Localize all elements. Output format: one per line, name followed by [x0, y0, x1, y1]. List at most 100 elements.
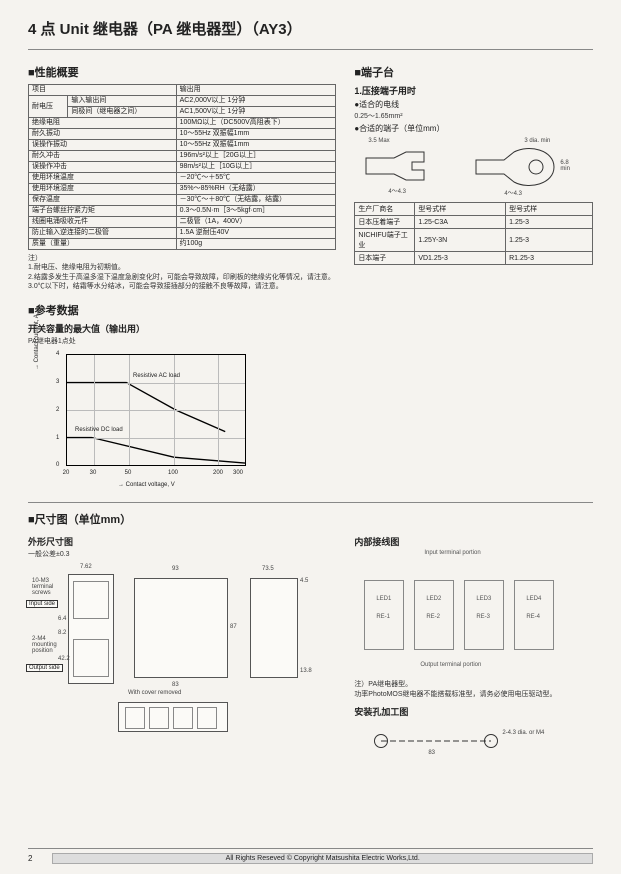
spec-overview-heading: ■性能概要 — [28, 64, 336, 80]
note-line: 1.耐电压、绝缘电阻为初期值。 — [28, 263, 336, 272]
divider — [28, 502, 593, 503]
dim-left: 外形尺寸图 一般公差±0.3 Input side Output side 7.… — [28, 531, 336, 762]
row-value: 98m/s²以上［10G以上］ — [176, 162, 336, 173]
front-body — [68, 574, 114, 684]
row-value: －30℃～＋80℃（无结露，结露） — [176, 195, 336, 206]
annot-dc: Resistive DC load — [75, 427, 123, 433]
side-view: 73.5 4.5 13.8 — [244, 564, 314, 694]
divider — [28, 49, 593, 50]
crimp-sub: 1.压接端子用时 — [354, 84, 593, 97]
row-value: AC1,500V以上 1分钟 — [176, 107, 336, 118]
row-label: 保存温度 — [29, 195, 177, 206]
row-label: 耐电压 — [29, 96, 68, 118]
ytick: 0 — [56, 462, 59, 468]
ring-gap: 4～4.3 — [504, 188, 522, 197]
ring-dia: 3 dia. min — [524, 138, 550, 144]
ytick: 2 — [56, 407, 59, 413]
outline-title: 外形尺寸图 — [28, 535, 336, 548]
term-cell: NICHIFU端子工业 — [355, 229, 415, 252]
front-view: Input side Output side 7.62 6.4 8.2 42.2… — [28, 564, 118, 694]
term-h: 型号式样 — [506, 203, 593, 216]
row-value: 196m/s²以上［20G以上］ — [176, 151, 336, 162]
right-column: ■端子台 1.压接端子用时 ●适合的电线 0.25～1.65mm² ●合适的端子… — [354, 58, 593, 292]
row-value: 100MΩ以上（DC500V高阻表下） — [176, 118, 336, 129]
wiring-title: 内部接线图 — [354, 535, 593, 548]
re3: RE-3 — [476, 614, 490, 620]
chart-xlabel: → Contact voltage, V — [118, 482, 175, 488]
side-body — [250, 578, 298, 678]
page: 4 点 Unit 继电器（PA 继电器型）（AY3） ■性能概要 项目 输出用 … — [0, 0, 621, 874]
dim-columns: 外形尺寸图 一般公差±0.3 Input side Output side 7.… — [28, 531, 593, 762]
footer: 2 All Rights Reseved © Copyright Matsush… — [28, 848, 593, 864]
row-label: 耐久振动 — [29, 129, 177, 140]
term-h: 生产厂商名 — [355, 203, 415, 216]
output-portion: Output terminal portion — [420, 662, 481, 668]
terminal-heading: ■端子台 — [354, 64, 593, 80]
chart-ylabel: → Contact current, A — [34, 314, 40, 370]
note-line: 2.结露多发生于高温多湿下温度急剧变化时，可能会导致故障，印刷板的绝缘劣化等情况… — [28, 273, 336, 282]
row-value: 10～55Hz 双振幅1mm — [176, 129, 336, 140]
term-cell: 日本端子 — [355, 252, 415, 265]
wiring-note: 注）PA继电器型。 功率PhotoMOS继电器不能搭载标准型，请务必使用电压驱动… — [354, 680, 593, 699]
input-portion: Input terminal portion — [424, 550, 480, 556]
outline-drawings: Input side Output side 7.62 6.4 8.2 42.2… — [28, 564, 336, 694]
m4-label: 2-M4 mounting position — [32, 636, 66, 654]
mounting-hole-diagram: 83 2-4.3 dia. or M4 — [354, 722, 554, 762]
row-value: 35%～85%RH（无结露） — [176, 184, 336, 195]
row-value: 10～55Hz 双振幅1mm — [176, 140, 336, 151]
row-label: 质量（重量） — [29, 239, 177, 250]
ref-data-subtitle: PA继电器1点处 — [28, 337, 593, 346]
dim-d: 73.5 — [262, 566, 274, 572]
term-cell: VD1.25-3 — [415, 252, 506, 265]
row-label: 使用环境湿度 — [29, 184, 177, 195]
cover-removed-view: With cover removed — [98, 698, 258, 754]
ytick: 3 — [56, 379, 59, 385]
dim-h: 42.2 — [58, 656, 70, 662]
row-label: 防止输入逆连接的二极管 — [29, 228, 177, 239]
xtick: 20 — [63, 470, 70, 476]
spec-header-output: 输出用 — [176, 85, 336, 96]
annot-ac: Resistive AC load — [133, 373, 180, 379]
row-value: 二极管（1A，400V） — [176, 217, 336, 228]
mount-title: 安装孔加工图 — [354, 705, 593, 718]
wire-size: 0.25～1.65mm² — [354, 112, 593, 121]
row-sublabel: 同极间（继电器之间） — [68, 107, 176, 118]
term-cell: R1.25-3 — [506, 252, 593, 265]
xtick: 300 — [233, 470, 243, 476]
dim-w: 7.62 — [80, 564, 92, 570]
term-cell: 1.25Y-3N — [415, 229, 506, 252]
ring-w: 6.8 min — [560, 160, 574, 172]
term-h: 型号式样 — [415, 203, 506, 216]
row-value: 0.3～0.5N·m［3～5kgf·cm］ — [176, 206, 336, 217]
dim-row: 6.4 — [58, 616, 66, 622]
page-title: 4 点 Unit 继电器（PA 继电器型）（AY3） — [28, 18, 593, 39]
row-value: －20℃～＋55℃ — [176, 173, 336, 184]
switching-capacity-chart: → Contact current, A 4 3 2 1 0 Resistive… — [28, 350, 258, 490]
ref-data-heading: ■参考数据 — [28, 302, 593, 318]
xtick: 200 — [213, 470, 223, 476]
spec-table: 项目 输出用 耐电压输入输出间AC2,000V以上 1分钟 同极间（继电器之间）… — [28, 84, 336, 250]
row-label: 线圈电涌吸收元件 — [29, 217, 177, 228]
left-column: ■性能概要 项目 输出用 耐电压输入输出间AC2,000V以上 1分钟 同极间（… — [28, 58, 336, 292]
term-cell: 1.25-3 — [506, 216, 593, 229]
row-label: 耐久冲击 — [29, 151, 177, 162]
dim-heading: ■尺寸图（单位mm） — [28, 511, 593, 527]
dim-tab: 4.5 — [300, 578, 308, 584]
xtick: 100 — [168, 470, 178, 476]
re4: RE-4 — [526, 614, 540, 620]
mount-hole: 2-4.3 dia. or M4 — [502, 730, 544, 736]
term-header: 生产厂商名 型号式样 型号式样 — [355, 203, 593, 216]
row-label: 使用环境温度 — [29, 173, 177, 184]
copyright: All Rights Reseved © Copyright Matsushit… — [52, 853, 593, 864]
notes: 注） 1.耐电压、绝缘电阻为初期值。 2.结露多发生于高温多湿下温度急剧变化时，… — [28, 254, 336, 292]
notes-label: 注） — [28, 254, 336, 263]
two-column-layout: ■性能概要 项目 输出用 耐电压输入输出间AC2,000V以上 1分钟 同极间（… — [28, 58, 593, 292]
row-label: 绝缘电阻 — [29, 118, 177, 129]
row-value: AC2,000V以上 1分钟 — [176, 96, 336, 107]
cover-label: With cover removed — [128, 690, 181, 696]
ref-data-title: 开关容量的最大值（输出用） — [28, 322, 593, 335]
led4: LED4 — [526, 596, 541, 602]
spec-header-item: 项目 — [29, 85, 177, 96]
led1: LED1 — [376, 596, 391, 602]
top-body — [134, 578, 228, 678]
